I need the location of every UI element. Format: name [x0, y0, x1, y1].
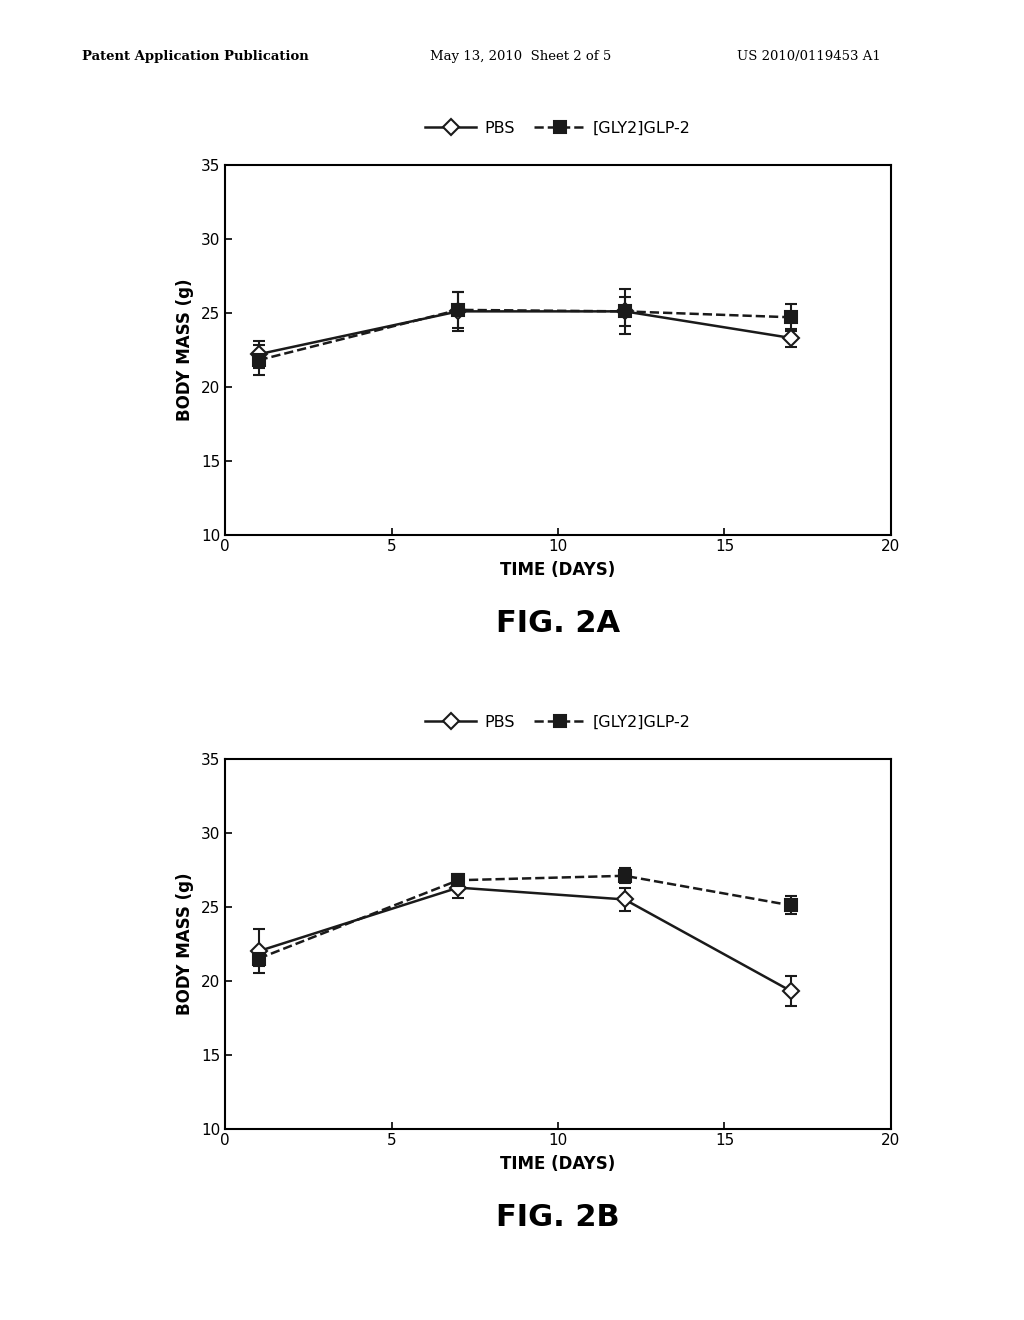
Legend: PBS, [GLY2]GLP-2: PBS, [GLY2]GLP-2 — [419, 709, 697, 737]
Text: FIG. 2A: FIG. 2A — [496, 609, 621, 638]
Text: FIG. 2B: FIG. 2B — [497, 1203, 620, 1232]
X-axis label: TIME (DAYS): TIME (DAYS) — [501, 1155, 615, 1173]
Legend: PBS, [GLY2]GLP-2: PBS, [GLY2]GLP-2 — [419, 115, 697, 143]
Text: US 2010/0119453 A1: US 2010/0119453 A1 — [737, 50, 881, 63]
Text: May 13, 2010  Sheet 2 of 5: May 13, 2010 Sheet 2 of 5 — [430, 50, 611, 63]
Y-axis label: BODY MASS (g): BODY MASS (g) — [176, 873, 195, 1015]
X-axis label: TIME (DAYS): TIME (DAYS) — [501, 561, 615, 579]
Text: Patent Application Publication: Patent Application Publication — [82, 50, 308, 63]
Y-axis label: BODY MASS (g): BODY MASS (g) — [176, 279, 195, 421]
